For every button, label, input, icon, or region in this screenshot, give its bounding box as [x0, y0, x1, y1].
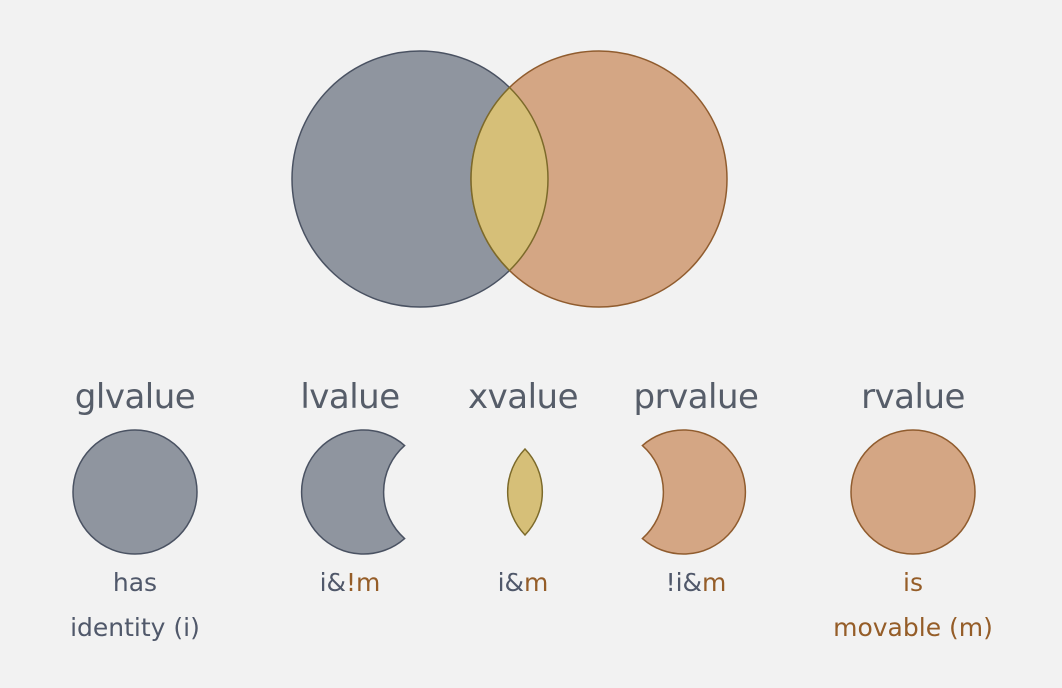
xvalue-label: xvalue	[468, 377, 579, 417]
prvalue-label: prvalue	[633, 377, 759, 417]
lvalue-description: i&!m	[250, 560, 450, 605]
prvalue-desc-movable: m	[702, 568, 727, 597]
glvalue-desc-line1: has	[112, 568, 158, 597]
xvalue-desc-movable: m	[524, 568, 549, 597]
rvalue-label: rvalue	[861, 377, 965, 417]
overlap-lens	[470, 86, 549, 272]
xvalue-desc-identity: i&	[497, 568, 525, 597]
glvalue-desc-line2: identity (i)	[70, 613, 200, 642]
full-orange-circle-icon	[850, 429, 976, 555]
glvalue-description: has identity (i)	[35, 560, 235, 650]
lvalue-label: lvalue	[300, 377, 400, 417]
rvalue-desc-line2: movable (m)	[833, 613, 993, 642]
prvalue-desc-identity: !i&	[665, 568, 703, 597]
rvalue-desc-line1: is	[903, 568, 923, 597]
lens-icon	[506, 447, 544, 537]
lvalue-desc-movable: !m	[346, 568, 381, 597]
full-gray-circle-icon	[72, 429, 198, 555]
prvalue-description: !i&m	[596, 560, 796, 605]
lvalue-desc-identity: i&	[319, 568, 347, 597]
crescent-orange-icon	[641, 429, 747, 555]
crescent-gray-icon	[300, 429, 406, 555]
rvalue-description: is movable (m)	[813, 560, 1013, 650]
glvalue-label: glvalue	[74, 377, 196, 417]
xvalue-description: i&m	[423, 560, 623, 605]
